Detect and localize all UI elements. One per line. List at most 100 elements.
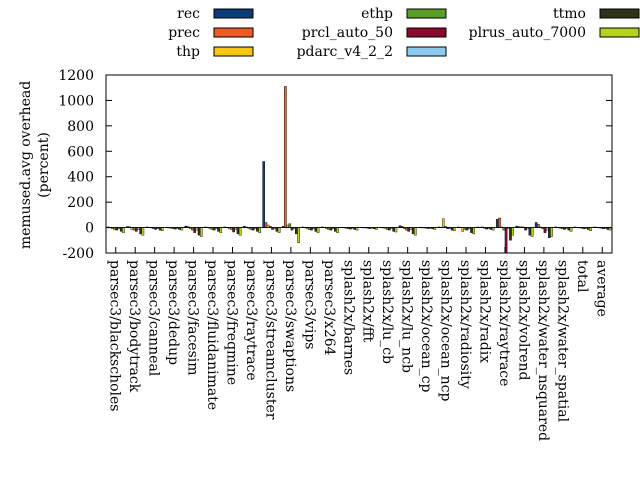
x-tick-label: parsec3/freqmine xyxy=(224,260,240,385)
y-axis-label-line2: (percent) xyxy=(36,132,52,198)
bar-plrus_auto_7000-4 xyxy=(199,227,203,237)
bar-plrus_auto_7000-21 xyxy=(530,227,534,237)
bar-prec-20 xyxy=(498,217,501,228)
bar-ttmo-0 xyxy=(119,227,123,232)
x-tick-label: splash2x/lu_cb xyxy=(379,260,395,364)
y-tick-label: 1000 xyxy=(58,93,94,109)
bar-ttmo-6 xyxy=(236,227,240,235)
bar-ttmo-5 xyxy=(217,227,220,232)
bar-plrus_auto_7000-11 xyxy=(336,227,339,233)
x-tick-label: splash2x/water_spatial xyxy=(554,260,570,423)
bar-plrus_auto_7000-24 xyxy=(589,227,592,231)
x-tick-label: splash2x/volrend xyxy=(515,260,531,381)
legend-label-plrus_auto_7000: plrus_auto_7000 xyxy=(469,25,586,41)
x-tick-label: splash2x/ocean_ncp xyxy=(438,260,454,401)
bar-prcl_auto_50-4 xyxy=(193,227,196,233)
legend-label-prec: prec xyxy=(168,25,200,41)
bar-ttmo-18 xyxy=(470,227,473,233)
legend-swatch-prcl_auto_50 xyxy=(406,27,447,38)
bar-prcl_auto_50-1 xyxy=(134,227,138,232)
x-tick-label: parsec3/bodytrack xyxy=(126,260,142,393)
legend-label-thp: thp xyxy=(176,44,200,60)
bar-ttmo-9 xyxy=(295,227,298,235)
x-tick-label: parsec3/vips xyxy=(301,260,317,349)
bar-prcl_auto_50-6 xyxy=(232,227,235,233)
bar-plrus_auto_7000-17 xyxy=(452,227,456,231)
x-tick-label: parsec3/raytrace xyxy=(243,260,259,381)
x-tick-label: parsec3/blackscholes xyxy=(107,260,123,411)
x-tick-label: parsec3/swaptions xyxy=(282,260,298,392)
x-tick-label: parsec3/streamcluster xyxy=(262,260,278,420)
bar-prcl_auto_50-15 xyxy=(407,227,411,232)
legend-swatch-prec xyxy=(213,27,254,38)
bar-ttmo-11 xyxy=(334,227,337,232)
bar-plrus_auto_7000-8 xyxy=(277,227,281,233)
bar-thp-17 xyxy=(441,218,445,228)
bar-plrus_auto_7000-9 xyxy=(297,227,300,244)
bar-plrus_auto_7000-23 xyxy=(569,227,573,232)
legend-label-prcl_auto_50: prcl_auto_50 xyxy=(302,25,393,41)
legend-label-ethp: ethp xyxy=(361,6,393,22)
bar-ttmo-21 xyxy=(528,227,532,236)
bar-thp-18 xyxy=(461,227,465,232)
x-tick-label: splash2x/barnes xyxy=(340,260,356,375)
x-tick-label: splash2x/water_nsquared xyxy=(535,260,551,441)
bar-plrus_auto_7000-1 xyxy=(141,227,145,236)
bar-plrus_auto_7000-20 xyxy=(511,227,514,236)
bar-ttmo-1 xyxy=(139,227,142,235)
legend-label-rec: rec xyxy=(177,6,200,22)
y-tick-label: 600 xyxy=(67,144,94,160)
x-tick-label: total xyxy=(574,260,590,293)
bar-rec-22 xyxy=(534,222,538,228)
bar-ethp-9 xyxy=(288,223,292,228)
x-tick-label: splash2x/radix xyxy=(477,260,493,363)
x-tick-label: parsec3/dedup xyxy=(165,260,181,365)
y-tick-label: 800 xyxy=(67,119,94,135)
y-tick-label: 0 xyxy=(85,221,94,237)
y-tick-label: 400 xyxy=(67,170,94,186)
legend-swatch-plrus_auto_7000 xyxy=(599,27,640,38)
bar-plrus_auto_7000-18 xyxy=(472,227,476,235)
bar-plrus_auto_7000-10 xyxy=(316,227,320,233)
x-tick-label: parsec3/fluidanimate xyxy=(204,260,220,410)
bar-plrus_auto_7000-2 xyxy=(161,227,164,231)
bar-plrus_auto_7000-7 xyxy=(258,227,261,233)
legend-swatch-ttmo xyxy=(599,8,640,19)
bar-plrus_auto_7000-5 xyxy=(219,227,223,233)
bar-ttmo-7 xyxy=(256,227,259,232)
bar-rec-20 xyxy=(495,219,499,228)
bar-plrus_auto_7000-6 xyxy=(238,227,242,236)
x-tick-label: parsec3/x264 xyxy=(321,260,337,356)
x-tick-label: splash2x/ocean_cp xyxy=(418,260,434,392)
bar-ttmo-15 xyxy=(411,227,415,235)
legend-label-pdarc_v4_2_2: pdarc_v4_2_2 xyxy=(297,44,393,60)
y-axis-label-line1: memused.avg overhead xyxy=(18,81,34,249)
y-tick-label: 1200 xyxy=(58,68,94,84)
x-tick-label: splash2x/radiosity xyxy=(457,260,473,389)
bar-prec-22 xyxy=(537,224,540,228)
bar-plrus_auto_7000-0 xyxy=(122,227,125,233)
bar-plrus_auto_7000-15 xyxy=(414,227,417,236)
y-tick-label: -200 xyxy=(63,246,94,262)
legend-swatch-rec xyxy=(213,8,254,19)
x-tick-label: parsec3/facesim xyxy=(185,260,201,376)
legend-swatch-ethp xyxy=(406,8,447,19)
y-tick-label: 200 xyxy=(67,195,94,211)
plot-frame xyxy=(105,74,613,254)
bar-ttmo-14 xyxy=(392,227,395,232)
legend-swatch-thp xyxy=(213,46,254,57)
bar-plrus_auto_7000-22 xyxy=(550,227,553,237)
legend: rec prec thp ethp prcl_auto_50 pdarc_v4_2_2 tt… xyxy=(168,6,640,60)
bar-ttmo-10 xyxy=(314,227,318,232)
bar-plrus_auto_7000-14 xyxy=(394,227,398,233)
bar-ttmo-22 xyxy=(548,227,551,238)
plot-bars xyxy=(106,86,612,254)
legend-label-ttmo: ttmo xyxy=(553,6,586,22)
bar-ttmo-20 xyxy=(509,227,512,241)
bar-ttmo-8 xyxy=(275,227,279,232)
bar-prec-9 xyxy=(284,86,287,228)
plot-axes: -200 0 200 400 600 800 1000 1200 parsec3/blacksc… xyxy=(58,68,613,441)
x-tick-label: parsec3/canneal xyxy=(146,260,162,377)
x-tick-label: splash2x/lu_ncb xyxy=(399,260,415,373)
bar-prcl_auto_50-22 xyxy=(543,227,547,233)
